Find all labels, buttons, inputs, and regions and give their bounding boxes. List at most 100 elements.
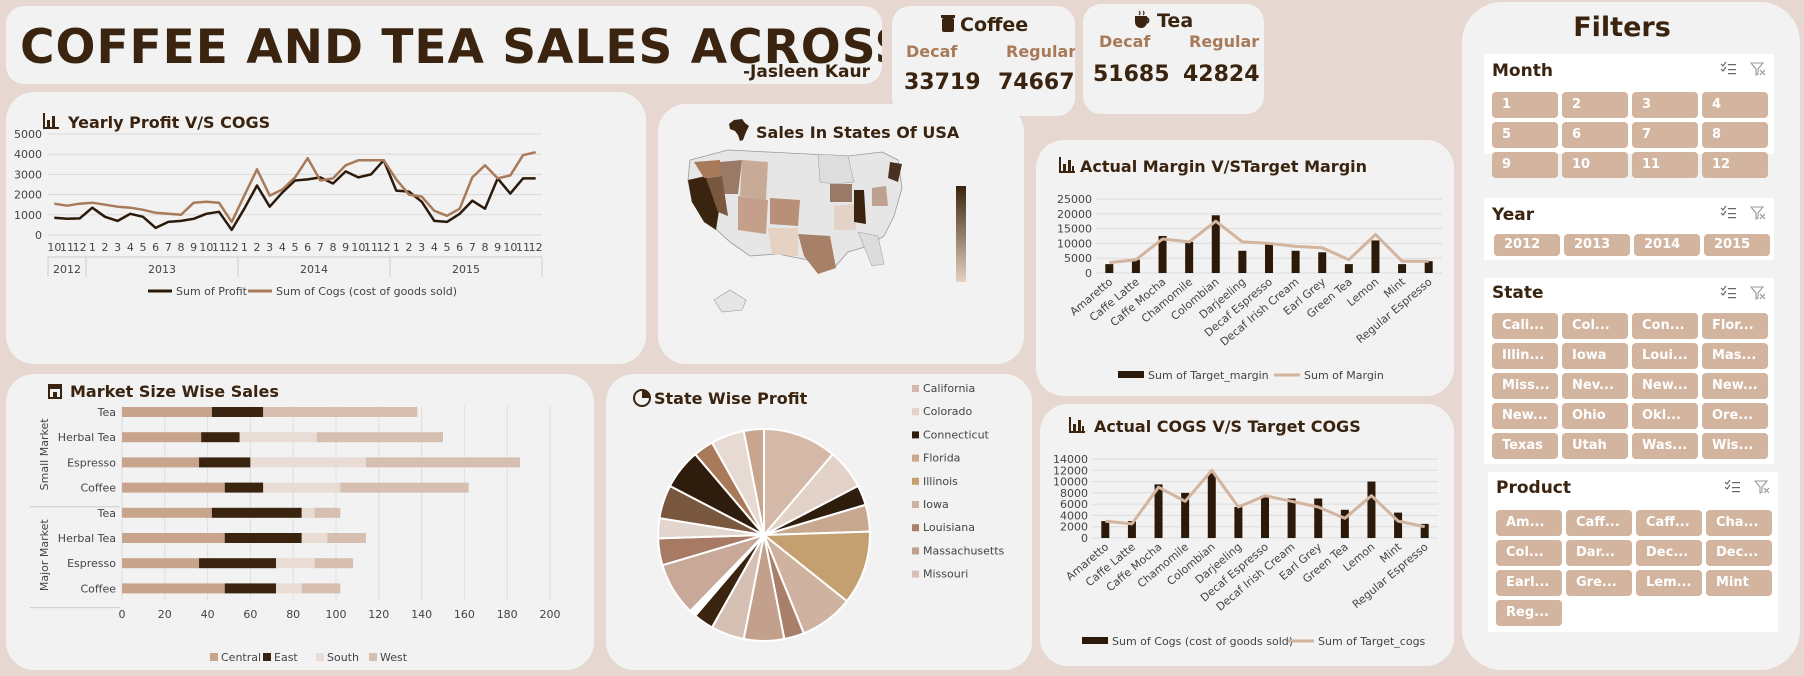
legend-swatch — [912, 454, 919, 462]
state-filter-item[interactable]: Nev... — [1562, 373, 1628, 399]
product-filter-item[interactable]: Lem... — [1636, 570, 1702, 596]
state-filter-item[interactable]: Mas... — [1702, 343, 1768, 369]
month-filter-item[interactable]: 6 — [1562, 122, 1628, 148]
year-filter-item[interactable]: 2013 — [1564, 234, 1630, 256]
product-filter-item[interactable]: Earl... — [1496, 570, 1562, 596]
month-filter-item[interactable]: 3 — [1632, 92, 1698, 118]
legend-label: Sum of Target_margin — [1148, 369, 1269, 382]
x-tick-label: 6 — [152, 241, 159, 254]
state-filter-item[interactable]: Col... — [1562, 313, 1628, 339]
legend-label: Sum of Cogs (cost of goods sold) — [1112, 635, 1293, 648]
bar-chart-icon — [43, 113, 59, 129]
bar — [1344, 264, 1353, 273]
state-filter-item[interactable]: Cali... — [1492, 313, 1558, 339]
product-filter-item[interactable]: Caff... — [1636, 510, 1702, 536]
state-filter-item[interactable]: Texas — [1492, 433, 1558, 459]
tea-cup-icon — [1135, 10, 1150, 28]
x-tick-label: 1 — [89, 241, 96, 254]
x-tick-label: 160 — [454, 608, 475, 621]
legend-swatch — [912, 408, 919, 416]
y-tick-label: Tea — [97, 507, 116, 520]
tea-decaf-value: 51685 — [1093, 62, 1170, 87]
state-filter-item[interactable]: Okl... — [1632, 403, 1698, 429]
legend-swatch — [912, 501, 919, 508]
bar-segment — [316, 432, 443, 443]
multi-select-icon[interactable] — [1720, 286, 1736, 300]
month-filter-item[interactable]: 4 — [1702, 92, 1768, 118]
month-filter-item[interactable]: 1 — [1492, 92, 1558, 118]
month-filter-item[interactable]: 12 — [1702, 152, 1768, 178]
x-tick-label: 1 — [393, 241, 400, 254]
product-filter-item[interactable]: Mint — [1706, 570, 1772, 596]
x-tick-label: 8 — [178, 241, 185, 254]
product-filter-item[interactable]: Gre... — [1566, 570, 1632, 596]
series-line-0 — [54, 159, 536, 232]
state-filter-item[interactable]: Utah — [1562, 433, 1628, 459]
bar-segment — [301, 533, 328, 543]
product-filter-item[interactable]: Col... — [1496, 540, 1562, 566]
year-slicer-title: Year — [1492, 205, 1535, 225]
product-filter-item[interactable]: Reg... — [1496, 600, 1562, 626]
y-tick-label: Espresso — [67, 557, 116, 570]
bar-segment — [211, 507, 302, 518]
state-filter-item[interactable]: Con... — [1632, 313, 1698, 339]
multi-select-icon[interactable] — [1724, 480, 1740, 494]
bar — [1287, 498, 1296, 538]
product-filter-item[interactable]: Dar... — [1566, 540, 1632, 566]
state-filter-item[interactable]: Wis... — [1702, 433, 1768, 459]
x-tick-label: 4 — [279, 241, 286, 254]
month-filter-item[interactable]: 10 — [1562, 152, 1628, 178]
y-tick-label: 0 — [1085, 267, 1092, 280]
state-filter-item[interactable]: Ohio — [1562, 403, 1628, 429]
month-filter-item[interactable]: 2 — [1562, 92, 1628, 118]
state-filter-item[interactable]: New... — [1702, 373, 1768, 399]
bar-segment — [122, 507, 212, 518]
state-filter-item[interactable]: Flor... — [1702, 313, 1768, 339]
x-tick-label: 10 — [47, 241, 61, 254]
x-tick-label: 120 — [368, 608, 389, 621]
x-group-label: 2014 — [300, 263, 328, 276]
month-filter-item[interactable]: 9 — [1492, 152, 1558, 178]
legend-label: California — [923, 382, 975, 395]
clear-filter-icon[interactable] — [1750, 206, 1766, 220]
bar-segment — [224, 533, 302, 543]
state-filter-item[interactable]: Illin... — [1492, 343, 1558, 369]
month-filter-item[interactable]: 5 — [1492, 122, 1558, 148]
product-filter-item[interactable]: Dec... — [1636, 540, 1702, 566]
bar-segment — [122, 407, 212, 417]
state-filter-item[interactable]: Was... — [1632, 433, 1698, 459]
tea-kpi-card: Tea Decaf Regular 51685 42824 — [1083, 4, 1264, 114]
month-filter-item[interactable]: 7 — [1632, 122, 1698, 148]
store-icon — [48, 384, 62, 399]
state-filter-item[interactable]: New... — [1632, 373, 1698, 399]
y-tick-label: 10000 — [1053, 476, 1088, 489]
state-filter-item[interactable]: Ore... — [1702, 403, 1768, 429]
y-tick-label: 10000 — [1057, 237, 1092, 250]
month-filter-item[interactable]: 11 — [1632, 152, 1698, 178]
group-label: Small Market — [38, 418, 51, 491]
month-filter-item[interactable]: 8 — [1702, 122, 1768, 148]
filters-panel: Filters Month 1 2 3 4 5 6 7 8 9 10 11 12 Year 2012 2… — [1462, 2, 1800, 670]
bar — [1367, 481, 1376, 538]
year-filter-item[interactable]: 2015 — [1704, 234, 1770, 256]
state-filter-item[interactable]: Miss... — [1492, 373, 1558, 399]
year-filter-item[interactable]: 2014 — [1634, 234, 1700, 256]
clear-filter-icon[interactable] — [1750, 286, 1766, 300]
product-filter-item[interactable]: Cha... — [1706, 510, 1772, 536]
x-tick-label: 7 — [317, 241, 324, 254]
state-filter-item[interactable]: Iowa — [1562, 343, 1628, 369]
clear-filter-icon[interactable] — [1754, 480, 1770, 494]
multi-select-icon[interactable] — [1720, 62, 1736, 76]
bar — [1101, 521, 1110, 538]
clear-filter-icon[interactable] — [1750, 62, 1766, 76]
yearly-chart-title: Yearly Profit V/S COGS — [68, 113, 271, 132]
year-filter-item[interactable]: 2012 — [1494, 234, 1560, 256]
bar-segment — [314, 558, 354, 569]
state-filter-item[interactable]: Loui... — [1632, 343, 1698, 369]
legend-swatch — [912, 547, 919, 555]
multi-select-icon[interactable] — [1720, 206, 1736, 220]
state-filter-item[interactable]: New... — [1492, 403, 1558, 429]
product-filter-item[interactable]: Caff... — [1566, 510, 1632, 536]
product-filter-item[interactable]: Am... — [1496, 510, 1562, 536]
product-filter-item[interactable]: Dec... — [1706, 540, 1772, 566]
